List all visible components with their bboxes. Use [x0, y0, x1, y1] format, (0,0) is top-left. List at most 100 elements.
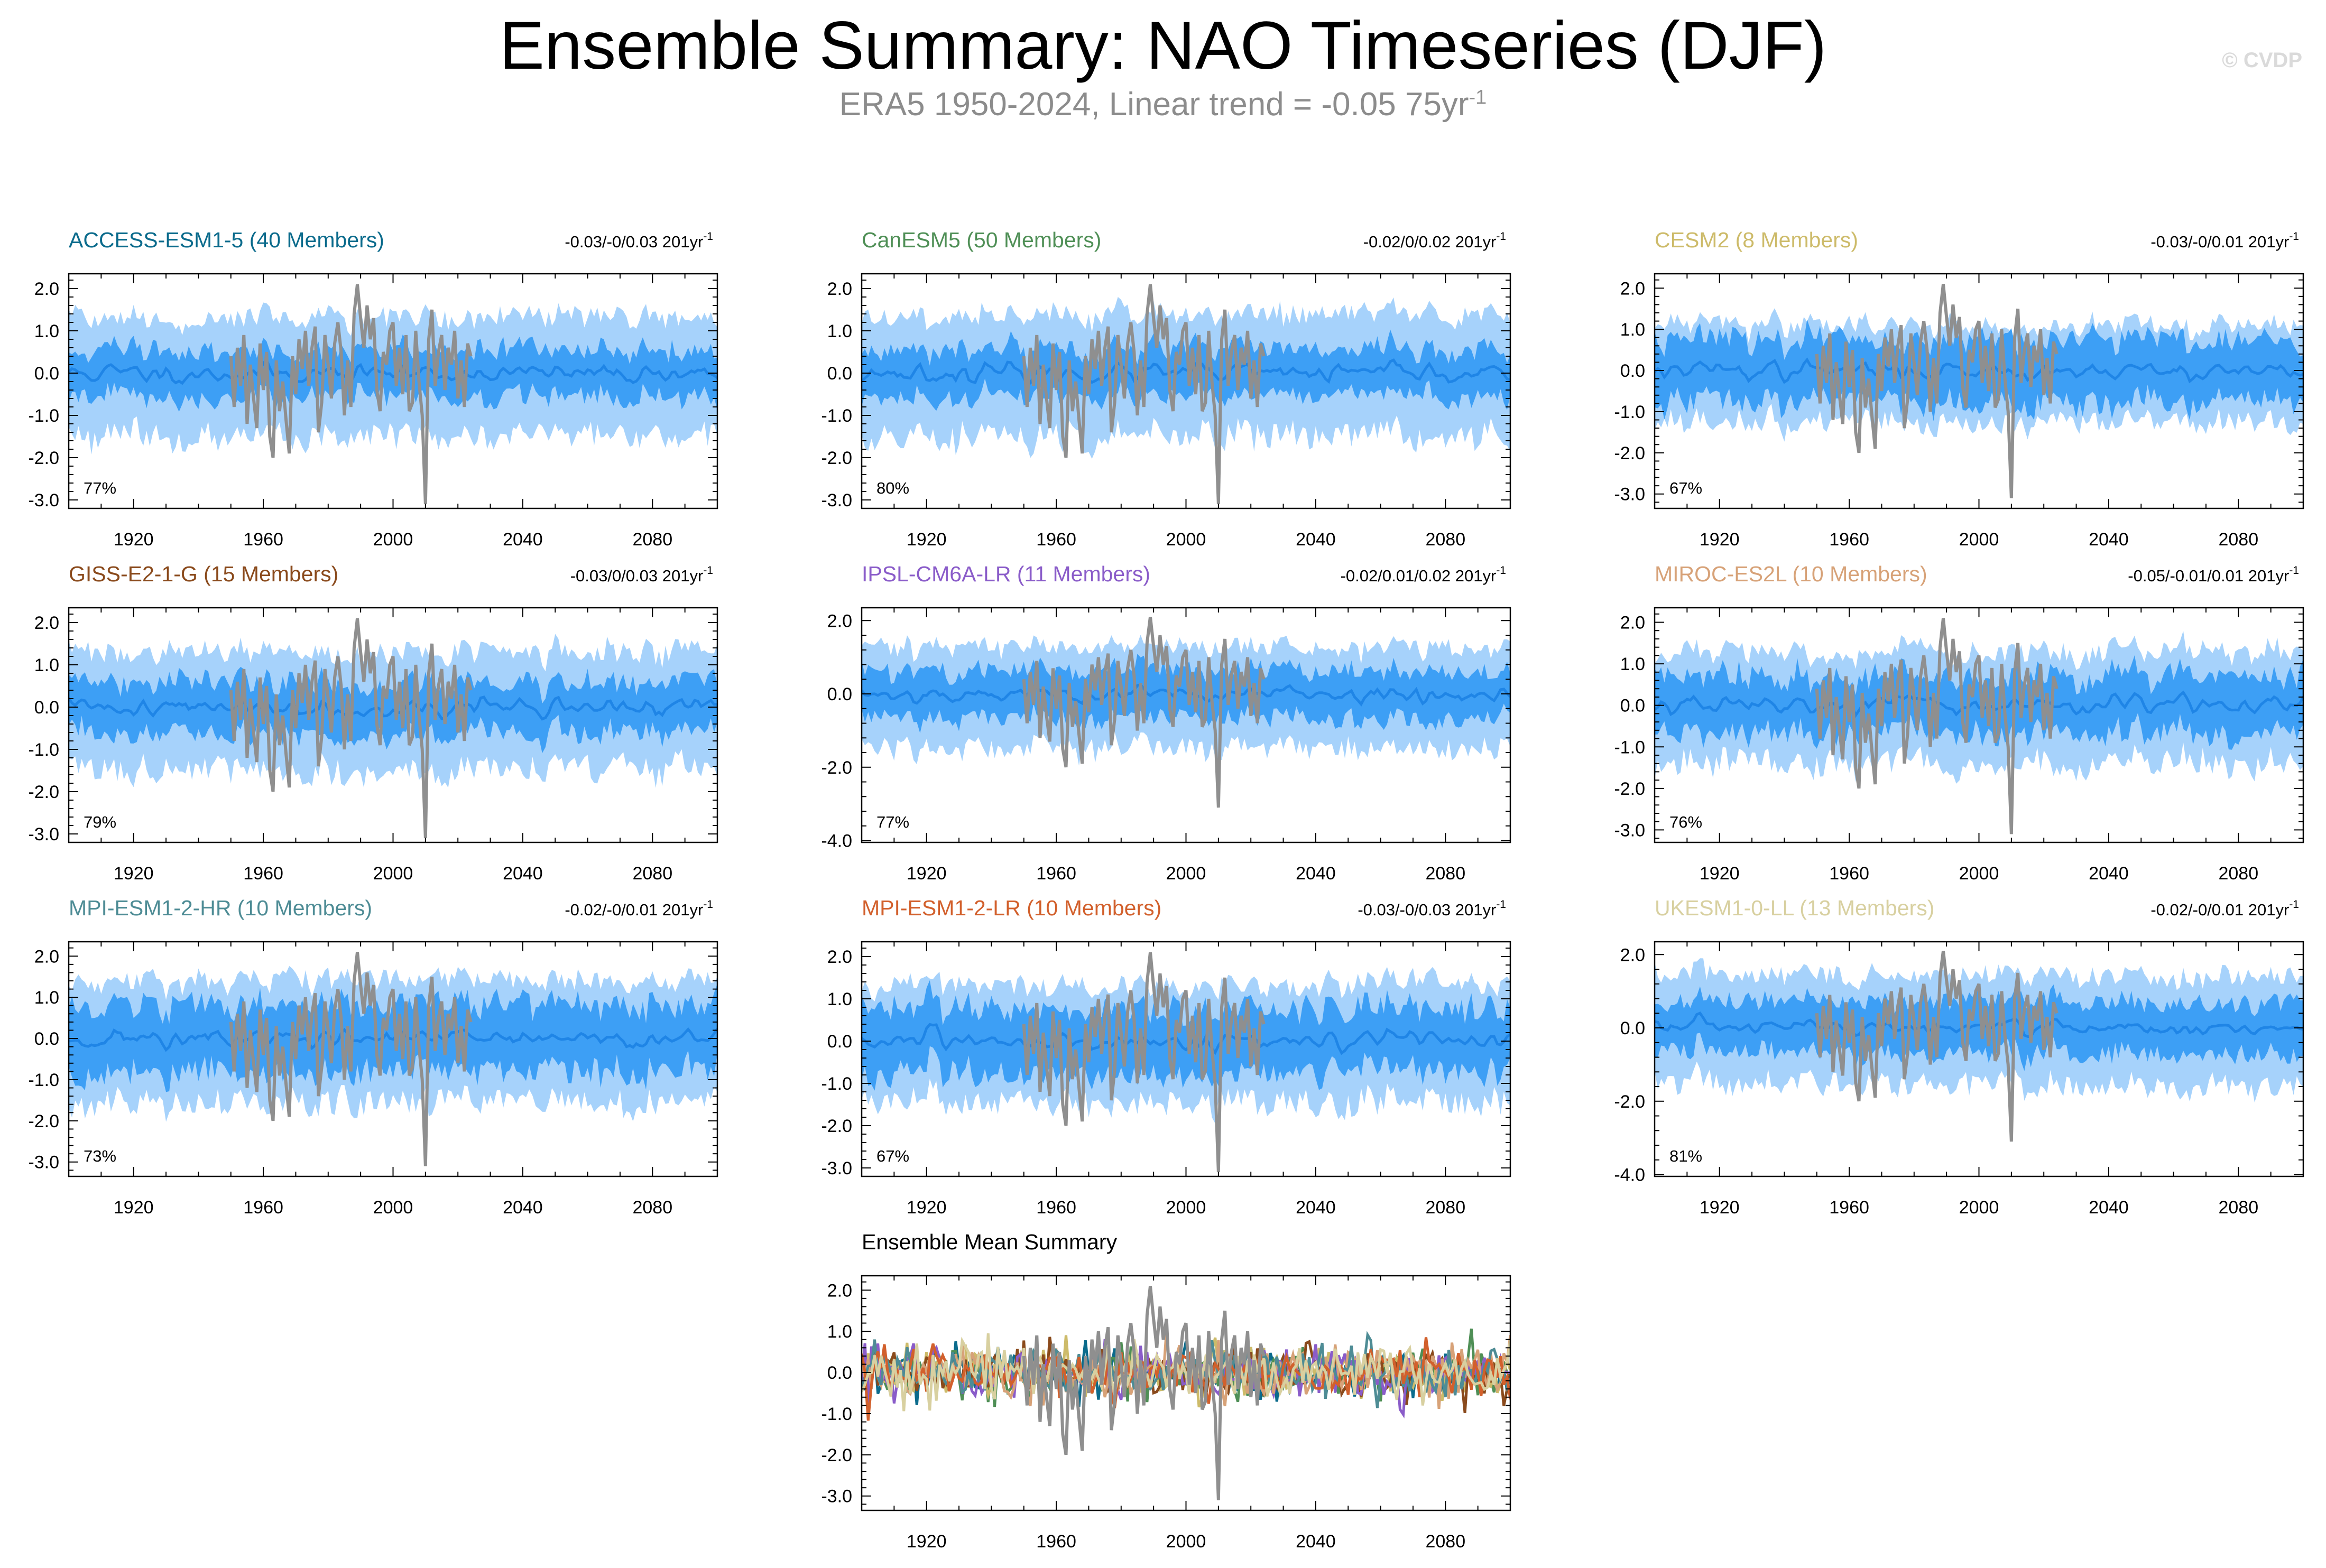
panel-GISS-E2-1-G: -3.0 -2.0 -1.0 0.0 1.0 2.0 1920 1960 2000 2040 208…	[28, 562, 718, 884]
x-tick-label: 1960	[1829, 530, 1869, 550]
y-tick-label: -1.0	[28, 406, 59, 426]
x-tick-label: 1960	[243, 530, 283, 550]
y-tick-label: 1.0	[1620, 654, 1645, 674]
percent-label: 81%	[1669, 1147, 1702, 1165]
x-tick-label: 2000	[1959, 864, 1999, 884]
y-tick-label: 2.0	[34, 613, 59, 633]
x-tick-label: 1920	[1700, 1198, 1740, 1218]
y-tick-label: -3.0	[28, 1153, 59, 1173]
trend-superscript: -1	[2289, 898, 2299, 911]
y-tick-label: -1.0	[28, 1070, 59, 1090]
percent-label: 79%	[84, 813, 116, 831]
panel-title: UKESM1-0-LL (13 Members)	[1655, 896, 1934, 920]
y-tick-label: 2.0	[1620, 945, 1645, 965]
y-tick-label: -2.0	[1614, 443, 1645, 463]
y-tick-label: -1.0	[1614, 402, 1645, 422]
x-tick-label: 2000	[373, 1198, 413, 1218]
y-tick-label: 0.0	[34, 1029, 59, 1049]
plot-area	[69, 952, 717, 1166]
trend-label: -0.02/0.01/0.02 201yr-1	[1341, 564, 1506, 585]
x-tick-label: 2040	[1296, 864, 1336, 884]
y-tick-label: 1.0	[1620, 320, 1645, 340]
trend-value: -0.03/-0/0.03 201yr	[1358, 901, 1496, 919]
spread-band-inner	[1655, 655, 2303, 750]
y-tick-label: -3.0	[1614, 820, 1645, 840]
x-tick-label: 2000	[1959, 1198, 1999, 1218]
x-tick-label: 1920	[114, 1198, 154, 1218]
ensemble-mean-line	[1655, 1011, 2303, 1038]
panel-title: IPSL-CM6A-LR (11 Members)	[862, 562, 1150, 586]
panel-ensemble-mean-summary: -3.0 -2.0 -1.0 0.0 1.0 2.0 1920 1960 2000 2040 208…	[821, 1230, 1511, 1552]
x-tick-label: 1960	[1829, 864, 1869, 884]
y-tick-label: -2.0	[821, 1445, 852, 1465]
plot-area	[69, 284, 717, 505]
x-tick-label: 2040	[2089, 1198, 2129, 1218]
ensemble-mean-line	[1655, 690, 2303, 718]
trend-superscript: -1	[703, 230, 713, 243]
y-tick-label: -3.0	[28, 490, 59, 511]
panel-MPI-ESM1-2-LR: -3.0 -2.0 -1.0 0.0 1.0 2.0 1920 1960 2000 2040 208…	[821, 896, 1511, 1218]
x-tick-label: 2080	[1425, 530, 1465, 550]
x-tick-label: 2000	[373, 530, 413, 550]
y-tick-label: 2.0	[827, 947, 852, 967]
figure-subtitle: ERA5 1950-2024, Linear trend = -0.05 75y…	[0, 86, 2326, 123]
model-mean-line	[862, 1333, 1510, 1412]
x-tick-label: 1960	[1036, 864, 1076, 884]
y-tick-label: 2.0	[1620, 279, 1645, 299]
plot-area	[862, 952, 1510, 1173]
panel-IPSL-CM6A-LR: -4.0 -2.0 0.0 2.0 1920 1960 2000 2040 2080 IPSL-C…	[821, 562, 1511, 884]
plot-area	[1655, 284, 2303, 498]
trend-label: -0.02/-0/0.01 201yr-1	[565, 898, 713, 919]
panel-CESM2: -3.0 -2.0 -1.0 0.0 1.0 2.0 1920 1960 2000 2040 208…	[1614, 228, 2304, 550]
y-tick-label: 2.0	[34, 947, 59, 967]
y-tick-label: -1.0	[821, 1074, 852, 1094]
y-tick-label: -3.0	[28, 824, 59, 845]
trend-label: -0.03/0/0.03 201yr-1	[570, 564, 713, 585]
y-tick-label: 1.0	[827, 989, 852, 1009]
era5-observation-line	[1815, 950, 2059, 1142]
y-tick-label: 2.0	[1620, 613, 1645, 633]
x-tick-label: 2040	[1296, 530, 1336, 550]
y-tick-label: 2.0	[827, 611, 852, 631]
plot-area	[1655, 950, 2303, 1142]
y-tick-label: 0.0	[827, 364, 852, 384]
y-tick-label: -2.0	[1614, 779, 1645, 799]
spread-band-inner	[1655, 319, 2303, 422]
trend-label: -0.02/0/0.02 201yr-1	[1363, 230, 1506, 251]
trend-value: -0.02/-0/0.01 201yr	[565, 901, 703, 919]
era5-observation-line	[1815, 284, 2059, 498]
y-tick-label: 0.0	[1620, 696, 1645, 716]
trend-superscript: -1	[1496, 564, 1506, 577]
trend-superscript: -1	[1496, 898, 1506, 911]
panel-title: GISS-E2-1-G (15 Members)	[69, 562, 338, 586]
plot-area	[69, 618, 717, 839]
percent-label: 67%	[1669, 479, 1702, 497]
y-tick-label: -2.0	[1614, 1092, 1645, 1112]
trend-superscript: -1	[703, 898, 713, 911]
subtitle-superscript: -1	[1469, 86, 1487, 109]
y-tick-label: -4.0	[821, 831, 852, 851]
x-tick-label: 2040	[503, 1198, 543, 1218]
trend-value: -0.03/-0/0.01 201yr	[2150, 233, 2289, 251]
x-tick-label: 2080	[1425, 1532, 1465, 1552]
figure-title: Ensemble Summary: NAO Timeseries (DJF)	[499, 8, 1827, 83]
x-tick-label: 2000	[1959, 530, 1999, 550]
y-tick-label: -1.0	[821, 1404, 852, 1424]
trend-value: -0.03/-0/0.03 201yr	[565, 233, 703, 251]
y-tick-label: 0.0	[1620, 361, 1645, 381]
x-tick-label: 2000	[373, 864, 413, 884]
y-tick-label: -3.0	[821, 1158, 852, 1179]
x-tick-label: 2040	[2089, 864, 2129, 884]
era5-observation-line	[1815, 618, 2059, 834]
panel-UKESM1-0-LL: -4.0 -2.0 0.0 2.0 1920 1960 2000 2040 2080 UKESM1…	[1614, 896, 2304, 1218]
y-tick-label: -4.0	[1614, 1165, 1645, 1185]
y-tick-label: 0.0	[827, 684, 852, 704]
plot-area	[862, 1286, 1510, 1500]
panel-title: ACCESS-ESM1-5 (40 Members)	[69, 228, 384, 252]
plot-area	[1655, 618, 2303, 834]
ensemble-mean-line	[69, 695, 717, 721]
x-tick-label: 1960	[243, 1198, 283, 1218]
x-tick-label: 2080	[632, 1198, 672, 1218]
y-tick-label: 1.0	[827, 1322, 852, 1342]
